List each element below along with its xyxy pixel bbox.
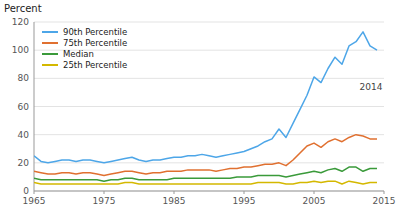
legend-swatch	[42, 64, 58, 66]
series-line	[34, 135, 377, 176]
x-tick-label: 1965	[23, 196, 46, 206]
grid	[34, 22, 384, 191]
y-tick-label: 80	[18, 73, 30, 83]
chart: 0 20 40 60 80 100 120 1965 1975 1985 1995 2005 2015 P…	[0, 0, 400, 211]
x-tick-label: 1975	[93, 196, 116, 206]
y-tick-label: 40	[18, 130, 30, 140]
y-axis	[34, 22, 35, 191]
x-axis	[34, 191, 384, 192]
legend-swatch	[42, 42, 58, 44]
grid-line	[34, 106, 384, 107]
annotation: 2014	[360, 82, 383, 92]
plot-area	[34, 32, 377, 184]
y-tick-label: 0	[23, 186, 29, 196]
legend-swatch	[42, 53, 58, 55]
legend-label: 90th Percentile	[63, 27, 127, 37]
legend: 90th Percentile75th PercentileMedian25th…	[42, 27, 127, 70]
y-tick-label: 60	[18, 102, 30, 112]
y-tick-label: 120	[12, 17, 29, 27]
grid-line	[34, 22, 384, 23]
x-tick-label: 1995	[233, 196, 256, 206]
grid-line	[34, 134, 384, 135]
legend-label: 75th Percentile	[63, 38, 127, 48]
grid-line	[34, 191, 384, 192]
legend-swatch	[42, 31, 58, 33]
legend-label: 25th Percentile	[63, 60, 127, 70]
x-tick-label: 2005	[303, 196, 326, 206]
series-line	[34, 181, 377, 184]
x-tick-label: 2015	[373, 196, 396, 206]
series-line	[34, 167, 377, 181]
y-label: Percent	[4, 3, 42, 14]
grid-line	[34, 78, 384, 79]
x-tick-label: 1985	[163, 196, 186, 206]
y-tick-label: 100	[12, 45, 29, 55]
legend-label: Median	[63, 49, 94, 59]
y-tick-label: 20	[18, 158, 30, 168]
grid-line	[34, 162, 384, 163]
